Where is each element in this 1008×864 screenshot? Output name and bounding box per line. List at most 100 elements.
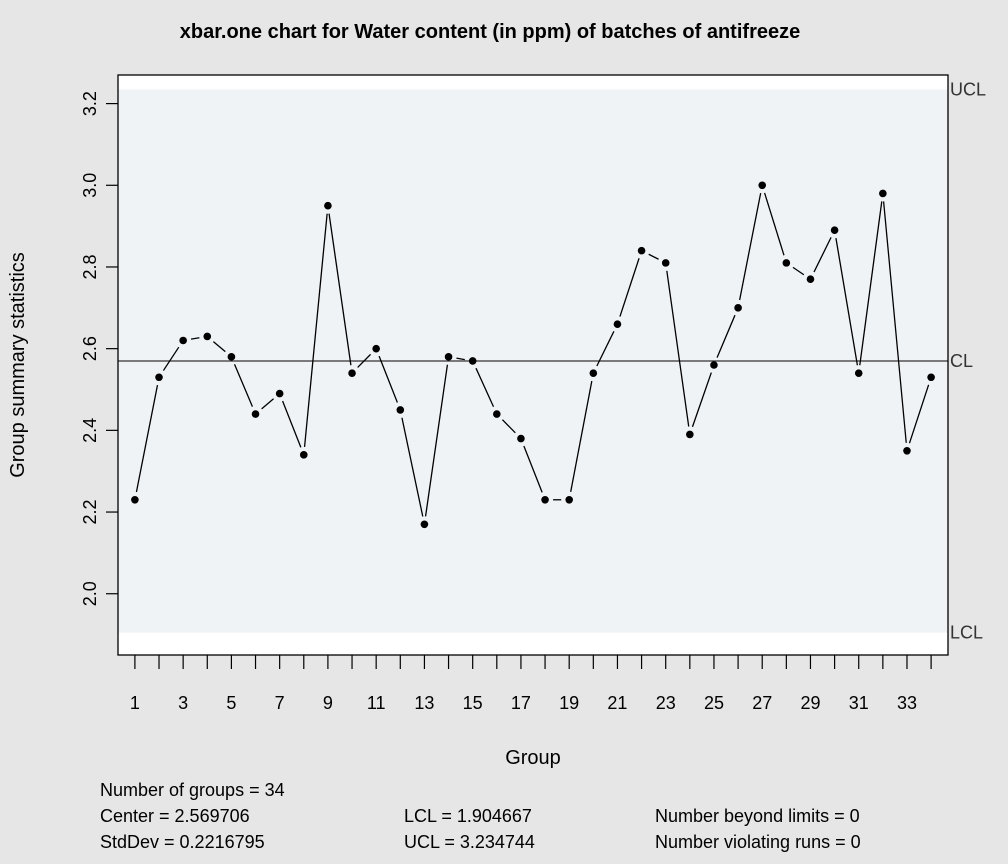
x-tick-label: 9: [323, 693, 333, 713]
data-point: [613, 320, 622, 328]
series-segment: [475, 367, 495, 407]
data-point: [203, 332, 212, 341]
data-point: [782, 259, 791, 267]
data-point: [131, 495, 139, 504]
data-point: [444, 353, 453, 361]
x-tick-label: 11: [367, 693, 386, 713]
stats-violating-runs: Number violating runs = 0: [655, 832, 861, 852]
series-segment: [619, 258, 640, 317]
x-tick-label: 15: [463, 693, 483, 713]
x-tick-label: 7: [275, 693, 285, 713]
series-segment: [763, 192, 785, 256]
series-segment: [401, 417, 424, 517]
series-segment: [648, 253, 659, 260]
x-tick-label: 27: [752, 693, 772, 713]
data-point: [854, 369, 863, 377]
data-point: [179, 336, 187, 345]
series-segment: [261, 398, 274, 410]
x-tick-label: 25: [704, 693, 724, 713]
data-point: [299, 451, 308, 459]
y-axis-label: Group summary statistics: [7, 252, 29, 478]
series-segment: [456, 357, 465, 361]
data-point: [879, 189, 887, 198]
data-point: [324, 201, 332, 210]
x-tick-label: 29: [800, 693, 820, 713]
x-tick-label: 1: [130, 693, 140, 713]
series-segment: [691, 372, 712, 428]
data-point: [468, 357, 477, 365]
data-series: [135, 192, 930, 517]
data-point: [758, 181, 767, 190]
x-tick-label: 21: [607, 693, 627, 713]
data-point: [155, 373, 163, 382]
x-tick-label: 13: [414, 693, 434, 713]
lcl-label: LCL: [950, 623, 983, 643]
data-point: [637, 246, 646, 255]
series-segment: [328, 213, 352, 366]
data-point: [830, 226, 839, 235]
series-segment: [666, 270, 690, 427]
data-point: [661, 259, 670, 267]
x-tick-label: 17: [511, 693, 531, 713]
series-segment: [596, 331, 615, 367]
series-segment: [813, 237, 832, 273]
series-segment: [859, 201, 883, 366]
data-point: [903, 446, 911, 455]
series-segment: [135, 384, 159, 493]
x-axis-label: Group: [505, 747, 561, 769]
stats-lcl: LCL = 1.904667: [404, 806, 532, 826]
y-tick-label: 2.6: [80, 336, 100, 361]
series-segment: [570, 380, 593, 493]
x-tick-label: 5: [226, 693, 236, 713]
cl-label: CL: [950, 351, 973, 371]
data-point: [275, 389, 284, 398]
data-point: [227, 353, 236, 361]
data-point: [251, 410, 260, 418]
series-segment: [281, 400, 302, 448]
data-point: [420, 520, 429, 529]
series-segment: [162, 346, 180, 371]
stats-stddev: StdDev = 0.2216795: [100, 832, 265, 852]
series-segment: [233, 363, 254, 407]
series-segment: [303, 213, 328, 447]
data-point: [372, 344, 380, 353]
data-point: [710, 361, 718, 369]
y-tick-label: 2.0: [80, 581, 100, 606]
series-segment: [738, 193, 762, 301]
data-point: [565, 495, 573, 504]
series-segment: [190, 337, 200, 340]
series-segment: [882, 201, 907, 443]
series-segment: [716, 314, 736, 358]
series-segment: [212, 341, 226, 353]
series-segment: [357, 353, 372, 368]
y-tick-label: 3.0: [80, 173, 100, 198]
data-point: [541, 495, 549, 504]
x-tick-label: 23: [656, 693, 676, 713]
x-tick-label: 31: [849, 693, 869, 713]
x-tick-label: 19: [559, 693, 579, 713]
stats-center: Center = 2.569706: [100, 806, 250, 826]
data-point: [517, 434, 525, 443]
chart-title: xbar.one chart for Water content (in ppm…: [180, 21, 800, 43]
series-segment: [835, 237, 859, 366]
stats-ucl: UCL = 3.234744: [404, 832, 535, 852]
y-tick-label: 2.8: [80, 254, 100, 279]
data-point: [493, 410, 501, 418]
series-segment: [424, 364, 449, 517]
series-segment: [378, 355, 398, 403]
ucl-label: UCL: [950, 79, 986, 99]
series-segment: [908, 384, 930, 444]
x-tick-label: 3: [178, 693, 188, 713]
plot-border: [117, 74, 949, 656]
data-point: [734, 304, 742, 312]
series-segment: [523, 445, 543, 493]
series-segment: [501, 419, 516, 434]
data-point: [686, 430, 694, 439]
y-tick-label: 3.2: [80, 91, 100, 116]
stats-groups: Number of groups = 34: [100, 780, 285, 800]
x-axis: 1 3 5 7 9 11 13 15 17 19 21 23 25 27 29 31 33: [130, 655, 932, 713]
series-segment: [792, 266, 805, 276]
data-point: [927, 373, 935, 382]
data-points: [131, 181, 935, 529]
